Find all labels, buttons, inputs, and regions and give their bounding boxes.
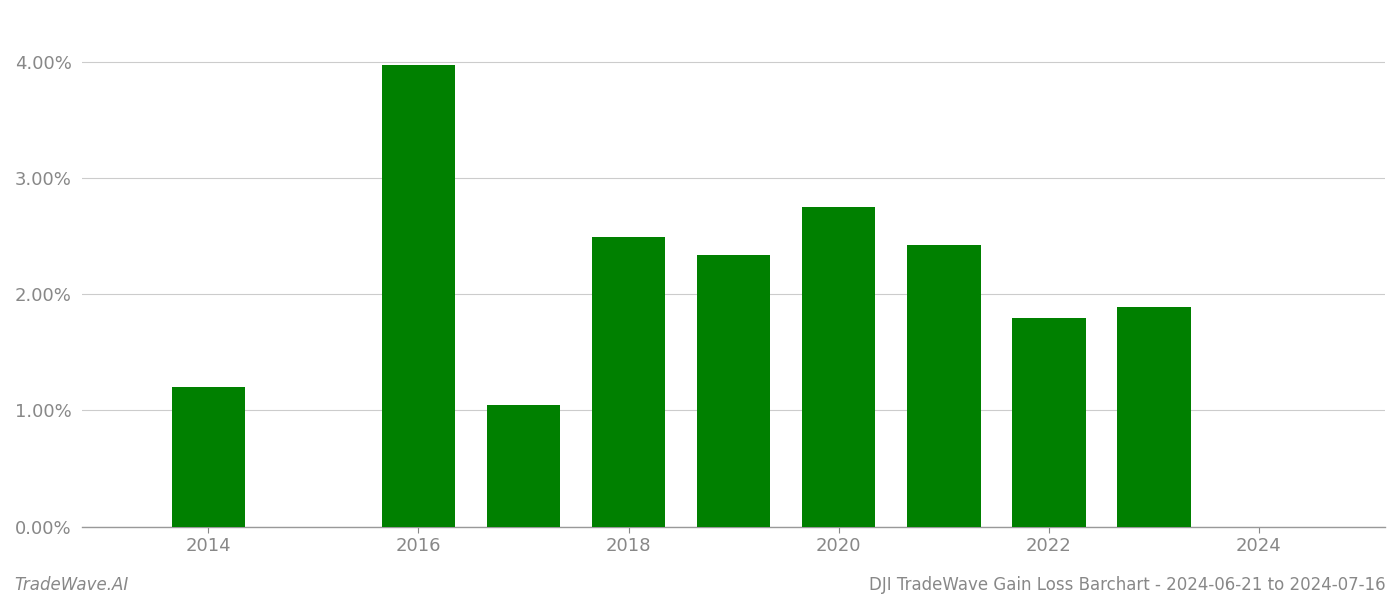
Bar: [907, 245, 980, 527]
Bar: [1117, 307, 1190, 527]
Bar: [697, 254, 770, 527]
Text: DJI TradeWave Gain Loss Barchart - 2024-06-21 to 2024-07-16: DJI TradeWave Gain Loss Barchart - 2024-…: [869, 576, 1386, 594]
Bar: [802, 207, 875, 527]
Bar: [487, 404, 560, 527]
Bar: [382, 65, 455, 527]
Bar: [172, 387, 245, 527]
Bar: [592, 237, 665, 527]
Text: TradeWave.AI: TradeWave.AI: [14, 576, 129, 594]
Bar: [1012, 319, 1085, 527]
